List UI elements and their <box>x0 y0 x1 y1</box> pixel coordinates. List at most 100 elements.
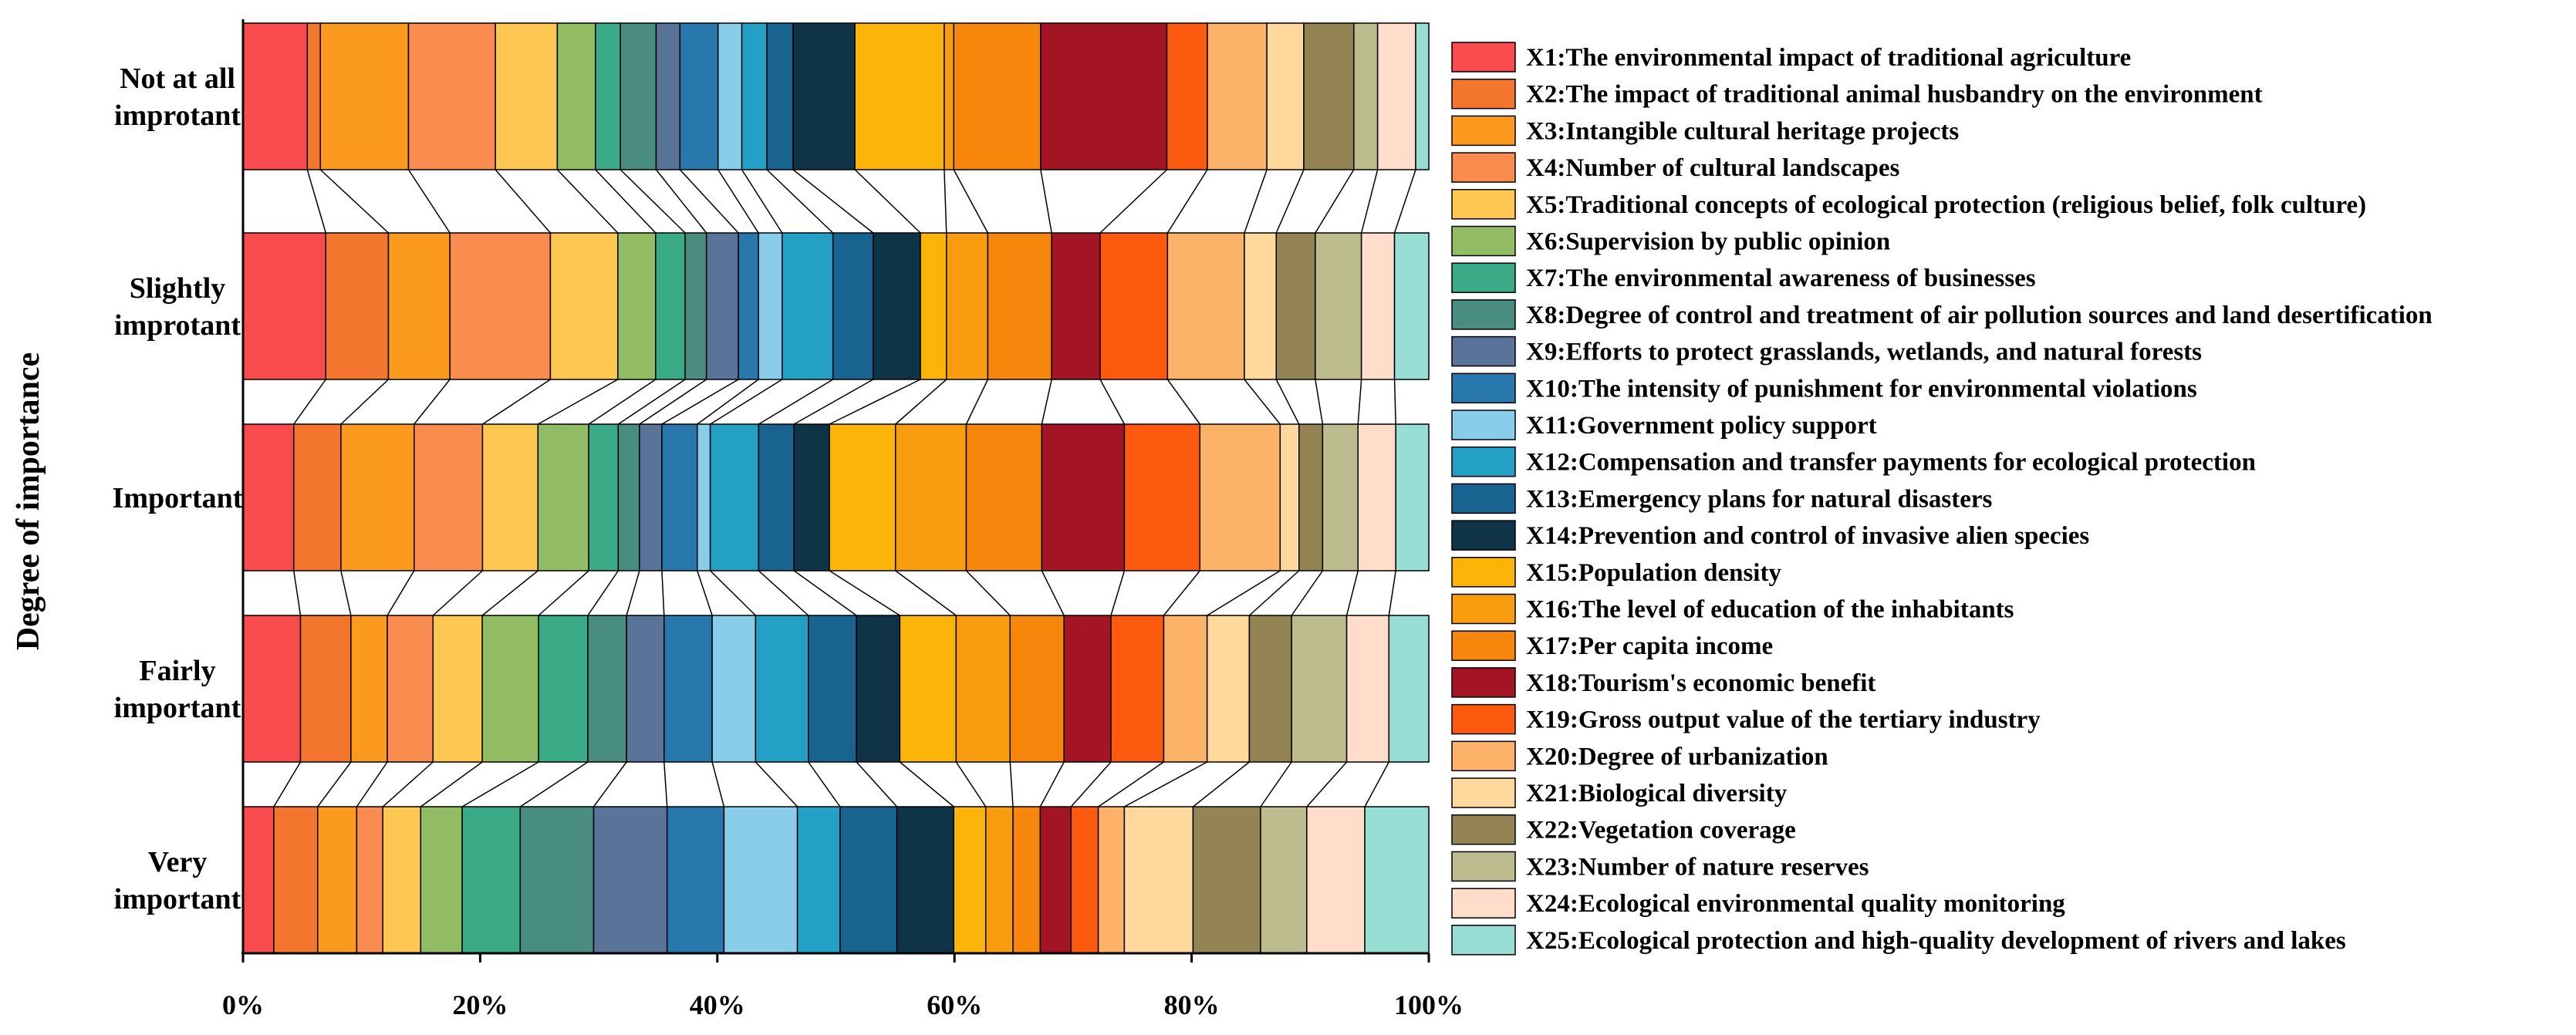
legend-label: X14:Prevention and control of invasive a… <box>1526 522 2089 550</box>
bar-segment-x12-cat3 <box>709 423 760 571</box>
category-label: Not at all <box>120 62 235 95</box>
x-tick-label: 80% <box>1164 989 1220 1020</box>
bar-segment-x3-cat2 <box>387 232 451 380</box>
connector-line <box>306 169 326 234</box>
connector-line <box>1275 169 1305 234</box>
legend-swatch <box>1451 189 1516 220</box>
legend-label: X8:Degree of control and treatment of ai… <box>1526 302 2433 329</box>
connector-line <box>1315 169 1355 234</box>
legend-item-x8: X8:Degree of control and treatment of ai… <box>1451 299 2433 330</box>
bar-segment-x15-cat4 <box>899 615 957 763</box>
x-tick-label: 20% <box>452 989 508 1020</box>
bar-segment-x2-cat3 <box>293 423 342 571</box>
legend-swatch <box>1451 520 1516 551</box>
bar-segment-x22-cat1 <box>1303 22 1355 170</box>
bar-segment-x24-cat3 <box>1357 423 1396 571</box>
bar-segment-x23-cat5 <box>1260 806 1308 954</box>
legend-swatch <box>1451 335 1516 367</box>
legend-item-x15: X15:Population density <box>1451 557 1781 588</box>
legend-label: X20:Degree of urbanization <box>1526 743 1828 770</box>
legend-label: X6:Supervision by public opinion <box>1526 228 1890 256</box>
legend-item-x10: X10:The intensity of punishment for envi… <box>1451 373 2197 404</box>
bar-segment-x17-cat3 <box>965 423 1043 571</box>
legend-label: X4:Number of cultural landscapes <box>1526 154 1899 182</box>
bar-segment-x19-cat2 <box>1099 232 1169 380</box>
connector-line <box>595 169 657 234</box>
legend-swatch <box>1451 888 1516 919</box>
bar-segment-x20-cat1 <box>1207 22 1268 170</box>
bar-segment-x3-cat1 <box>319 22 410 170</box>
bar-segment-x8-cat2 <box>684 232 707 380</box>
connector-line <box>593 761 627 807</box>
bar-segment-x7-cat1 <box>595 22 621 170</box>
bar-segment-x4-cat3 <box>414 423 484 571</box>
legend-item-x7: X7:The environmental awareness of busine… <box>1451 262 2036 293</box>
connector-line <box>1393 169 1416 234</box>
bar-segment-x1-cat1 <box>242 22 309 170</box>
bar-segment-x19-cat3 <box>1123 423 1201 571</box>
bar-segment-x21-cat3 <box>1279 423 1300 571</box>
bar-segment-x10-cat2 <box>738 232 759 380</box>
bar-segment-x25-cat3 <box>1395 423 1430 571</box>
bar-segment-x15-cat1 <box>854 22 945 170</box>
connector-line <box>1166 379 1200 425</box>
connector-line <box>414 379 451 425</box>
connector-line <box>895 379 947 425</box>
bar-segment-x22-cat3 <box>1298 423 1324 571</box>
connector-line <box>317 761 352 807</box>
connector-line <box>655 169 707 234</box>
x-tick-label: 100% <box>1394 989 1464 1020</box>
legend-swatch <box>1451 373 1516 404</box>
connector-line <box>495 169 551 234</box>
connector-line <box>1099 379 1126 425</box>
legend-swatch <box>1451 667 1516 698</box>
legend-swatch <box>1451 557 1516 588</box>
bar-segment-x11-cat5 <box>723 806 798 954</box>
bar-segment-x13-cat4 <box>808 615 857 763</box>
legend-swatch <box>1451 262 1516 293</box>
legend-item-x16: X16:The level of education of the inhabi… <box>1451 593 2014 625</box>
connector-line <box>293 570 302 616</box>
connector-line <box>1315 379 1324 425</box>
bar-segment-x21-cat2 <box>1244 232 1278 380</box>
bar-segment-x3-cat3 <box>340 423 415 571</box>
bar-segment-x16-cat1 <box>944 22 955 170</box>
connector-line <box>1388 570 1396 616</box>
connector-line <box>340 379 389 425</box>
legend-label: X3:Intangible cultural heritage projects <box>1526 117 1959 145</box>
legend-item-x1: X1:The environmental impact of tradition… <box>1451 42 2131 72</box>
bar-segment-x4-cat2 <box>449 232 552 380</box>
legend-item-x24: X24:Ecological environmental quality mon… <box>1451 888 2065 919</box>
legend-item-x17: X17:Per capita income <box>1451 630 1773 661</box>
connector-line <box>1041 570 1065 616</box>
axes <box>241 19 1430 963</box>
bar-segment-x16-cat2 <box>946 232 989 380</box>
connector-line <box>1345 570 1359 616</box>
bar-segment-x3-cat5 <box>316 806 358 954</box>
x-tick-labels: 0% 20% 40% 60% 80% 100% <box>222 989 1464 1020</box>
connector-line <box>1124 761 1208 807</box>
bar-segment-x25-cat1 <box>1415 22 1430 170</box>
connector-line <box>382 761 434 807</box>
legend-label: X18:Tourism's economic benefit <box>1526 669 1875 697</box>
connector-line <box>1040 169 1052 234</box>
bar-segment-x10-cat3 <box>661 423 698 571</box>
connector-line <box>1192 761 1250 807</box>
legend-label: X24:Ecological environmental quality mon… <box>1526 890 2065 918</box>
bars-layer <box>242 22 1430 954</box>
legend-item-x3: X3:Intangible cultural heritage projects <box>1451 115 1959 147</box>
legend-item-x13: X13:Emergency plans for natural disaster… <box>1451 483 1993 514</box>
bar-segment-x10-cat4 <box>663 615 713 763</box>
connector-line <box>1357 379 1362 425</box>
connector-line <box>1364 761 1389 807</box>
legend-swatch <box>1451 446 1516 477</box>
bar-segment-x18-cat1 <box>1040 22 1168 170</box>
connector-line <box>1098 761 1164 807</box>
legend-item-x4: X4:Number of cultural landscapes <box>1451 152 1899 183</box>
legend-swatch <box>1451 593 1516 625</box>
connector-line <box>420 761 483 807</box>
bar-segment-x11-cat3 <box>697 423 711 571</box>
bar-segment-x10-cat1 <box>679 22 719 170</box>
connector-line <box>965 379 989 425</box>
